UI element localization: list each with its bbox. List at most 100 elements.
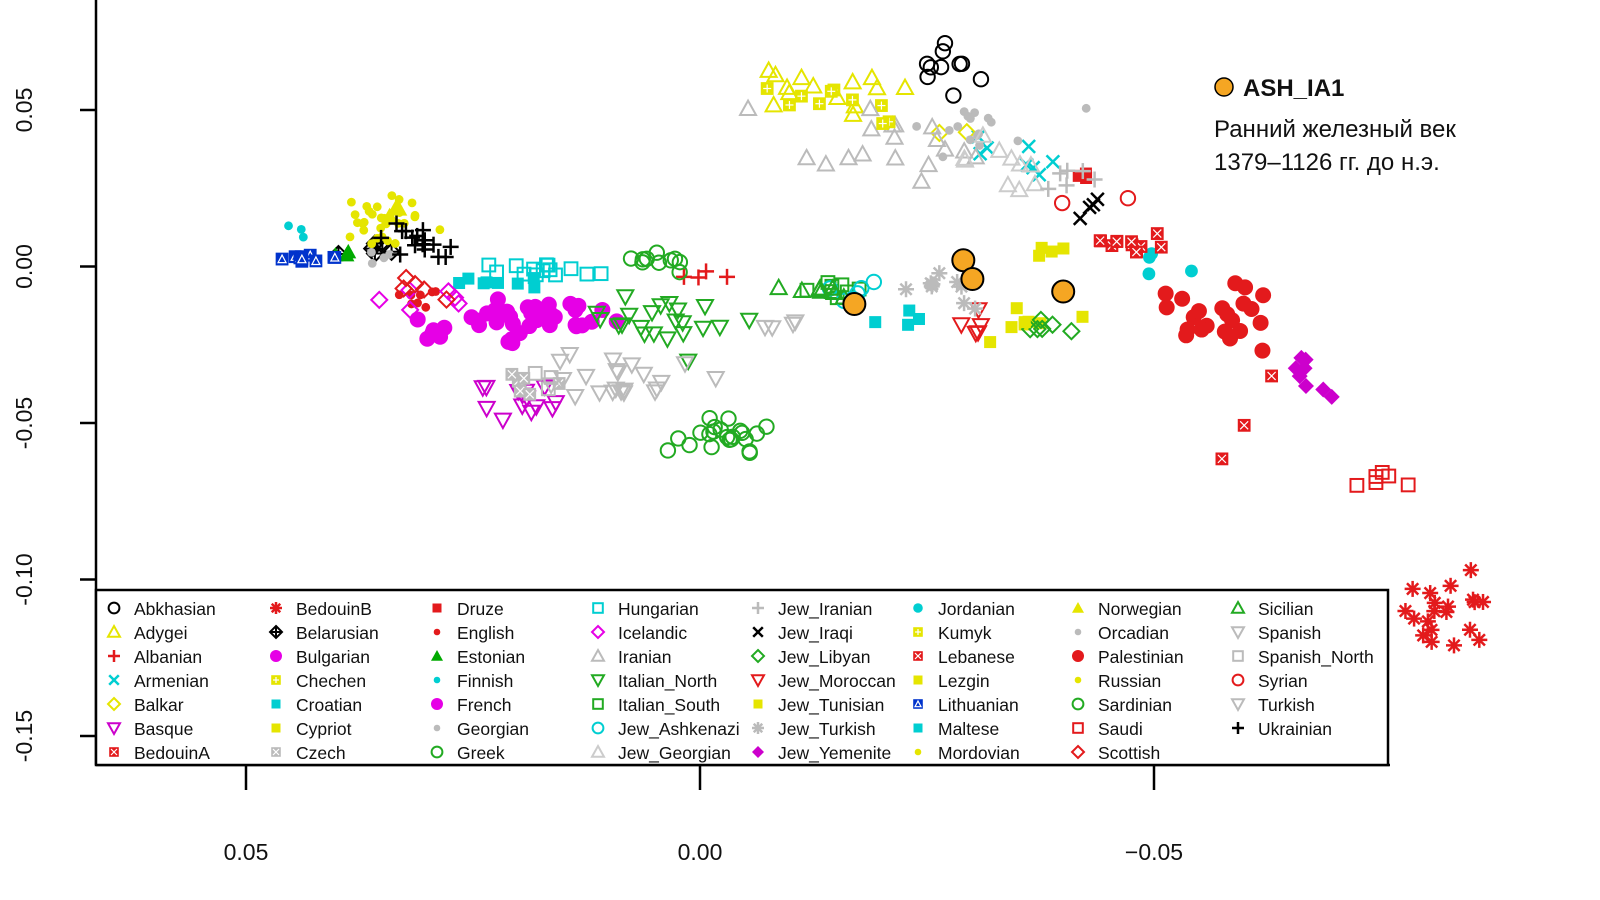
point-sicilian <box>792 280 812 298</box>
point-italian-north <box>657 331 678 349</box>
point-italian-north <box>678 353 698 372</box>
point-greek <box>703 438 720 456</box>
legend-marker <box>750 674 766 689</box>
point-italian-north <box>673 326 693 344</box>
point-basque <box>476 400 497 419</box>
point-turkish <box>589 385 610 403</box>
point-iranian <box>861 118 882 137</box>
point-jew-moroccan <box>951 317 972 335</box>
point-turkish <box>622 357 642 375</box>
legend-marker <box>590 674 606 689</box>
point-palestinian <box>1174 290 1191 307</box>
legend-marker <box>590 624 606 640</box>
legend-label: Armenian <box>134 671 209 691</box>
point-basque <box>521 404 542 423</box>
legend-label: Jew_Ashkenazi <box>618 719 740 740</box>
point-saudi <box>1381 468 1397 484</box>
legend-label: Italian_South <box>618 695 720 716</box>
legend-label: Croatian <box>296 695 362 715</box>
point-turkish <box>607 363 627 381</box>
point-basque <box>493 412 513 431</box>
legend-label: Lezgin <box>938 671 990 691</box>
point-greek <box>721 431 738 448</box>
point-cypriot <box>1076 310 1089 323</box>
point-iranian <box>884 127 905 145</box>
point-sicilian <box>822 278 843 296</box>
point-scottish <box>437 290 456 310</box>
point-croatian <box>491 276 504 289</box>
point-iranian <box>935 139 955 157</box>
point-chechen <box>813 97 826 111</box>
point-maltese <box>912 312 925 325</box>
legend-label: Kumyk <box>938 623 992 643</box>
point-jew-iranian <box>1086 171 1103 188</box>
legend-label: Mordovian <box>938 743 1020 763</box>
point-russian <box>372 202 382 212</box>
legend-label: Jew_Yemenite <box>778 743 891 764</box>
point-czech <box>523 387 537 401</box>
legend-label: Jew_Tunisian <box>778 695 884 716</box>
legend-marker <box>1074 676 1082 684</box>
point-turkish <box>675 356 695 374</box>
point-jew-libyan <box>1031 310 1051 330</box>
legend-label: Greek <box>457 743 505 763</box>
point-french <box>489 291 506 308</box>
point-spanish-north <box>527 365 543 381</box>
point-adygei <box>867 77 887 96</box>
legend-marker <box>109 747 119 757</box>
point-icelandic <box>400 300 420 320</box>
legend: Abkhasian Adygei Albanian Armenian Balkar Bas… <box>94 588 1390 767</box>
point-maltese <box>869 316 882 329</box>
legend-label: French <box>457 695 511 715</box>
legend-marker <box>1230 626 1246 641</box>
point-jew-yemenite <box>1297 377 1314 394</box>
point-bedouinb <box>1404 580 1421 597</box>
point-italian-north <box>650 298 671 316</box>
point-italian-north <box>672 315 693 333</box>
point-italian-north <box>612 317 632 335</box>
legend-label: BedouinB <box>296 599 372 619</box>
point-sicilian <box>768 277 789 296</box>
point-iranian <box>954 141 974 159</box>
point-icelandic <box>400 280 419 300</box>
y-tick-label: -0.05 <box>11 397 37 449</box>
legend-marker <box>432 603 442 613</box>
point-palestinian <box>1243 301 1260 318</box>
legend-label: Hungarian <box>618 599 699 619</box>
point-italian-north <box>668 302 688 320</box>
point-greek <box>659 442 677 459</box>
point-sicilian <box>810 278 830 296</box>
point-basque <box>542 401 563 419</box>
point-ukrainian <box>414 222 431 239</box>
annotation-line-1: Ранний железный век <box>1214 116 1456 143</box>
point-palestinian <box>1190 303 1207 320</box>
point-abkhasian <box>936 34 954 52</box>
point-iranian <box>965 146 986 165</box>
point-iranian <box>922 116 942 135</box>
legend-label: Belarusian <box>296 623 379 643</box>
point-bedouinb <box>1415 627 1432 644</box>
legend-marker <box>106 696 122 712</box>
point-ukrainian <box>414 236 431 253</box>
legend-label: Abkhasian <box>134 599 216 619</box>
legend-marker <box>750 648 766 664</box>
point-croatian <box>453 276 466 289</box>
y-axis-ticks: 0.05 0.00 -0.05 -0.10 -0.15 <box>11 88 96 762</box>
legend-marker <box>913 651 923 661</box>
point-palestinian <box>1157 285 1174 302</box>
legend-marker <box>1231 673 1245 687</box>
point-bedouina <box>1237 418 1251 432</box>
point-turkish <box>614 382 635 401</box>
point-bedouinb <box>1442 577 1459 594</box>
point-jew-tunisian <box>1010 302 1023 315</box>
point-iranian <box>816 153 836 172</box>
legend-marker <box>271 747 281 757</box>
legend-marker <box>752 746 764 758</box>
point-ukrainian <box>392 246 409 263</box>
point-hungarian <box>563 261 579 277</box>
annotation-line-2: 1379–1126 гг. до н.э. <box>1214 149 1440 176</box>
point-greek <box>748 425 766 442</box>
point-greek <box>758 418 775 435</box>
point-english <box>427 287 437 297</box>
legend-marker <box>271 699 281 709</box>
